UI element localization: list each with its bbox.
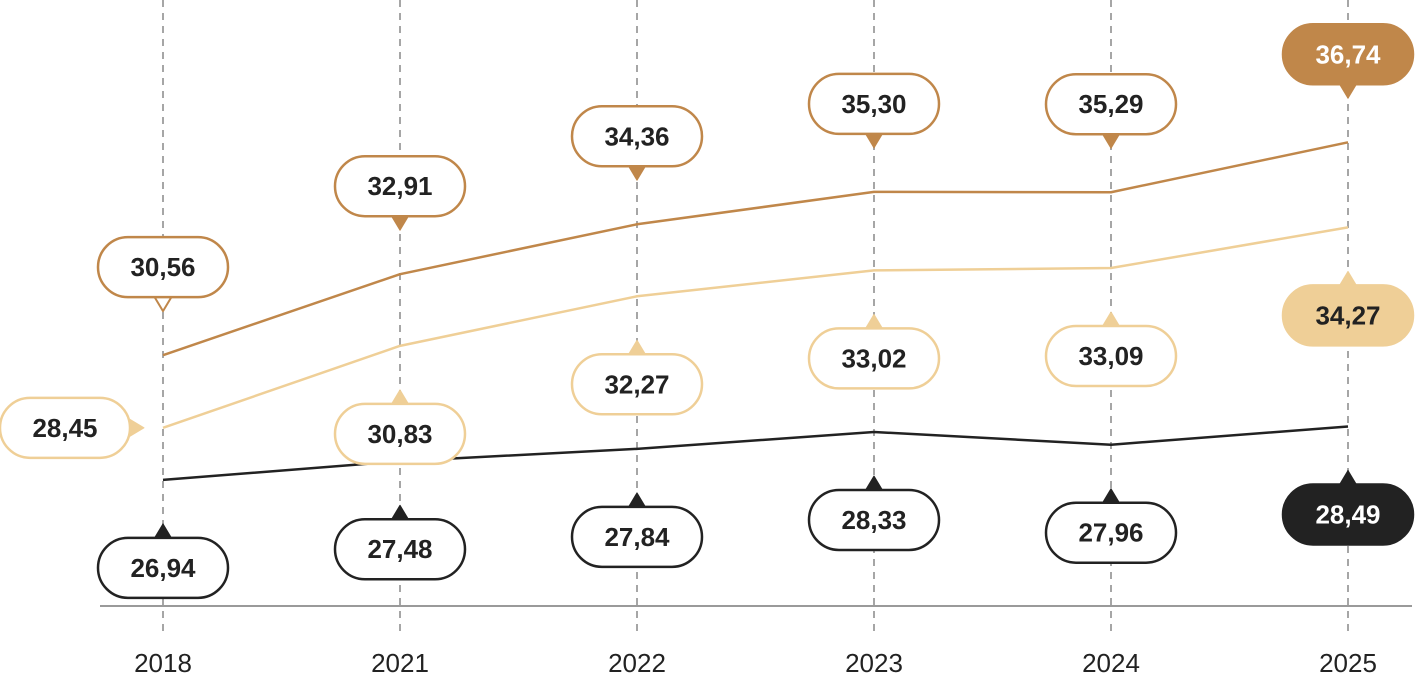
data-label: 32,27 <box>570 339 704 416</box>
label-box <box>570 505 704 569</box>
data-label-text: 27,84 <box>604 522 670 552</box>
data-label: 28,33 <box>807 475 941 552</box>
label-box <box>1044 72 1178 136</box>
x-tick-label-2025: 2025 <box>1319 648 1377 675</box>
data-label-text: 27,48 <box>367 534 432 564</box>
data-label-text: 34,27 <box>1315 300 1380 330</box>
label-box <box>570 105 704 168</box>
label-box <box>1281 483 1415 546</box>
data-label-text: 30,56 <box>130 252 195 282</box>
data-label-text: 36,74 <box>1315 39 1381 69</box>
data-label-text: 28,33 <box>841 505 906 535</box>
x-tick-label-2023: 2023 <box>845 648 903 675</box>
series-line-1 <box>162 141 1349 357</box>
data-label: 28,45 <box>0 396 145 460</box>
x-tick-label-2021: 2021 <box>371 648 429 675</box>
data-label: 30,56 <box>96 235 230 313</box>
label-box <box>1044 324 1178 388</box>
label-box <box>333 517 467 581</box>
data-label-text: 33,09 <box>1078 341 1143 371</box>
label-box <box>96 536 230 600</box>
data-label: 34,36 <box>570 105 704 181</box>
data-label-text: 35,30 <box>841 89 906 119</box>
x-tick-label-2022: 2022 <box>608 648 666 675</box>
data-label-text: 33,02 <box>841 343 906 373</box>
label-box <box>807 72 941 136</box>
data-label: 35,29 <box>1044 72 1178 149</box>
x-tick-label-2024: 2024 <box>1082 648 1140 675</box>
x-tick-label-2018: 2018 <box>134 648 192 675</box>
label-box <box>333 154 467 218</box>
data-label: 27,48 <box>333 504 467 581</box>
data-label-text: 35,29 <box>1078 89 1143 119</box>
data-label: 34,27 <box>1281 270 1415 347</box>
label-box <box>807 488 941 552</box>
label-box <box>570 353 704 416</box>
data-label-text: 28,49 <box>1315 499 1380 529</box>
data-label-text: 34,36 <box>604 121 669 151</box>
label-box <box>807 327 941 390</box>
data-label-text: 27,96 <box>1078 518 1143 548</box>
data-label-text: 30,83 <box>367 419 432 449</box>
data-label: 30,83 <box>333 389 467 466</box>
label-box <box>96 235 230 299</box>
data-label-text: 32,27 <box>604 369 669 399</box>
label-box <box>333 402 467 466</box>
data-label-text: 32,91 <box>367 171 432 201</box>
data-label: 33,02 <box>807 313 941 390</box>
data-label: 35,30 <box>807 72 941 149</box>
data-label: 28,49 <box>1281 469 1415 546</box>
data-label: 27,96 <box>1044 488 1178 564</box>
label-box <box>0 396 132 460</box>
label-box <box>1044 501 1178 564</box>
data-label-text: 28,45 <box>32 413 97 443</box>
x-axis: 2018 2021 2022 2023 2024 2025 <box>100 605 1412 675</box>
data-label: 27,84 <box>570 492 704 569</box>
data-label: 26,94 <box>96 523 230 600</box>
data-label: 33,09 <box>1044 311 1178 388</box>
data-label: 32,91 <box>333 154 467 231</box>
series-line-2 <box>162 226 1349 430</box>
label-box <box>1281 23 1415 86</box>
data-label-text: 26,94 <box>130 553 196 583</box>
data-labels: 30,56 32,91 34,36 35,30 35,29 36,74 28,45 30,83… <box>0 23 1415 600</box>
data-label: 36,74 <box>1281 23 1415 99</box>
label-box <box>1281 284 1415 347</box>
